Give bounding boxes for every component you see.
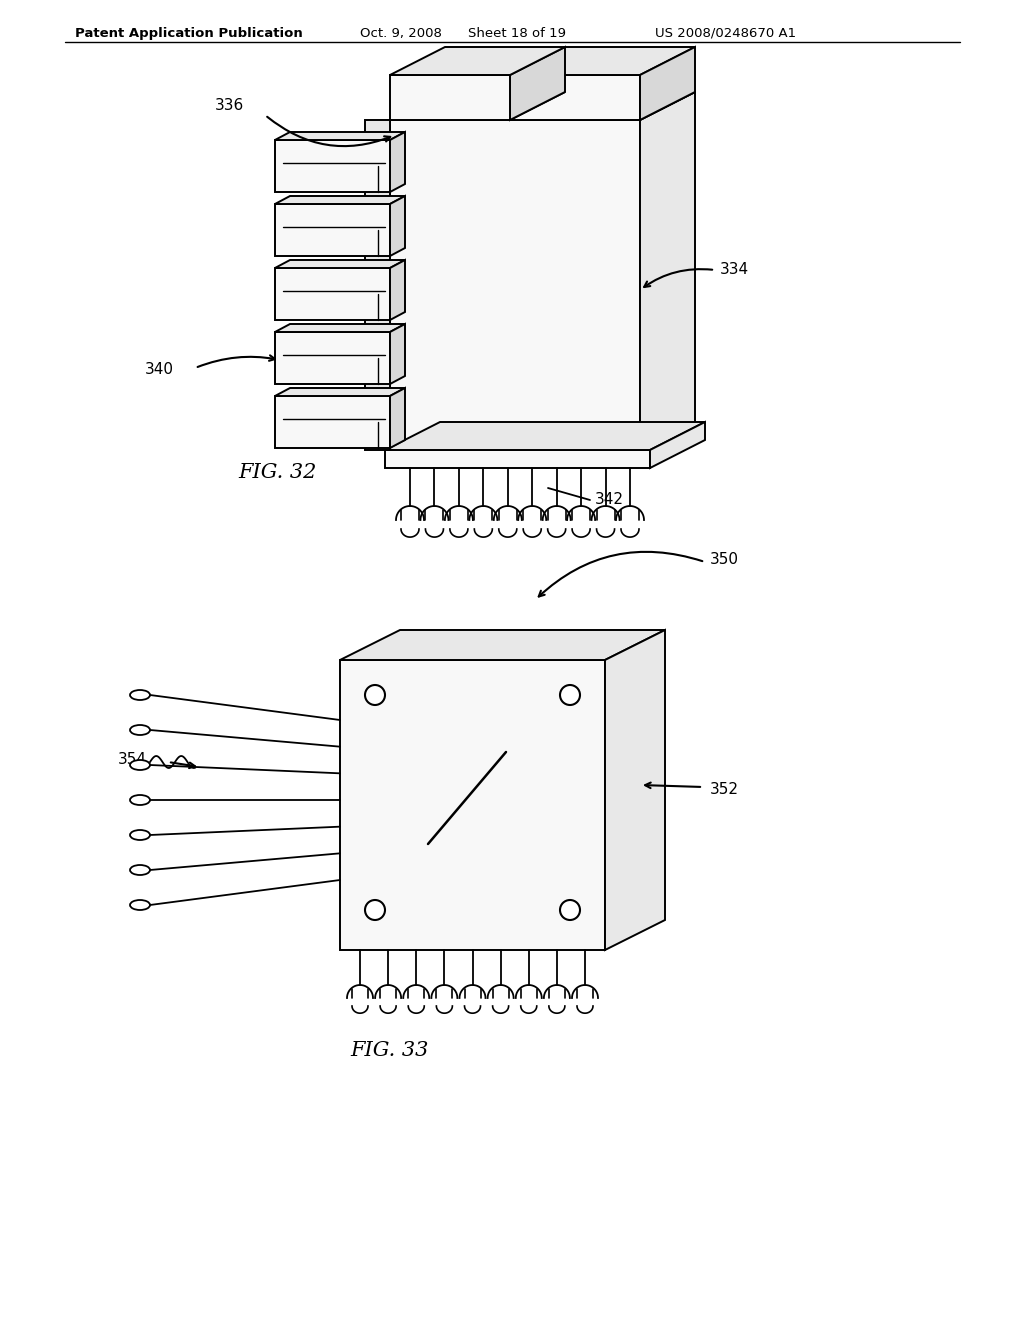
Polygon shape <box>390 132 406 191</box>
Text: 354: 354 <box>118 752 147 767</box>
Ellipse shape <box>130 795 150 805</box>
Circle shape <box>560 900 580 920</box>
Polygon shape <box>390 92 695 120</box>
Polygon shape <box>510 75 640 120</box>
Polygon shape <box>390 388 406 447</box>
Polygon shape <box>390 260 406 319</box>
Text: 334: 334 <box>720 263 750 277</box>
Polygon shape <box>385 422 705 450</box>
Text: 352: 352 <box>710 783 739 797</box>
Polygon shape <box>275 388 406 396</box>
Ellipse shape <box>130 830 150 840</box>
Ellipse shape <box>130 690 150 700</box>
Text: 336: 336 <box>215 98 245 112</box>
Text: 340: 340 <box>145 363 174 378</box>
Polygon shape <box>275 333 390 384</box>
Polygon shape <box>390 92 565 120</box>
Polygon shape <box>275 205 390 256</box>
Ellipse shape <box>130 865 150 875</box>
Polygon shape <box>390 323 406 384</box>
Polygon shape <box>390 120 640 450</box>
Ellipse shape <box>130 725 150 735</box>
Text: FIG. 32: FIG. 32 <box>239 463 317 483</box>
Polygon shape <box>365 120 390 450</box>
Polygon shape <box>605 630 665 950</box>
Polygon shape <box>390 48 565 75</box>
Polygon shape <box>275 260 406 268</box>
Text: Sheet 18 of 19: Sheet 18 of 19 <box>468 26 566 40</box>
Polygon shape <box>390 75 510 120</box>
Polygon shape <box>340 630 665 660</box>
Polygon shape <box>390 195 406 256</box>
Ellipse shape <box>130 760 150 770</box>
Polygon shape <box>650 422 705 469</box>
Polygon shape <box>640 92 695 450</box>
Text: 350: 350 <box>710 553 739 568</box>
Polygon shape <box>640 48 695 120</box>
Polygon shape <box>385 450 650 469</box>
Circle shape <box>365 900 385 920</box>
Ellipse shape <box>130 900 150 909</box>
Text: US 2008/0248670 A1: US 2008/0248670 A1 <box>655 26 796 40</box>
Polygon shape <box>275 323 406 333</box>
Text: FIG. 33: FIG. 33 <box>351 1040 429 1060</box>
Polygon shape <box>275 195 406 205</box>
Polygon shape <box>510 48 565 120</box>
Polygon shape <box>510 48 695 75</box>
Polygon shape <box>340 660 605 950</box>
Text: Patent Application Publication: Patent Application Publication <box>75 26 303 40</box>
Polygon shape <box>275 268 390 319</box>
Polygon shape <box>275 132 406 140</box>
Text: 342: 342 <box>595 492 624 507</box>
Circle shape <box>365 685 385 705</box>
Polygon shape <box>275 396 390 447</box>
Polygon shape <box>275 140 390 191</box>
Circle shape <box>560 685 580 705</box>
Text: Oct. 9, 2008: Oct. 9, 2008 <box>360 26 442 40</box>
